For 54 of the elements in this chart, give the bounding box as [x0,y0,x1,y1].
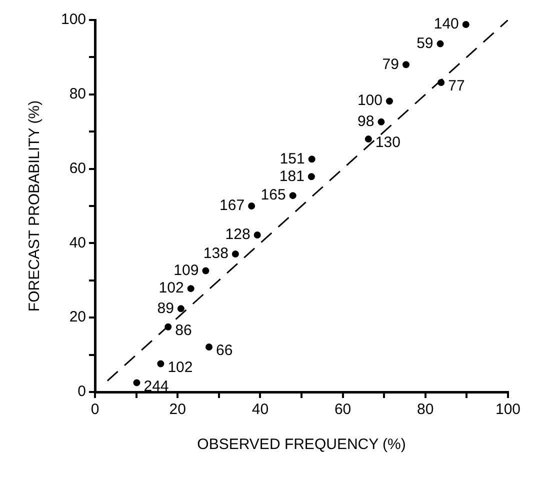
point [206,343,213,350]
point [364,136,372,143]
annotation: 181 [279,168,304,185]
y-tick-label: 100 [60,11,86,28]
annotation: 151 [280,150,305,168]
point [386,98,393,105]
point [462,20,470,28]
x-tick-label: 20 [169,401,186,418]
point [232,250,239,258]
annotation: 100 [357,92,382,110]
y-tick-label: 80 [69,86,86,103]
point [202,267,210,274]
point [254,232,261,239]
x-axis-title: OBSERVED FREQUENCY (%) [197,436,406,454]
annotation: 66 [216,342,233,360]
x-tick-label: 80 [417,401,434,418]
y-tick-label: 40 [69,234,86,252]
x-tick-label: 0 [90,401,100,418]
x-tick-label: 100 [495,401,521,418]
annotation: 167 [220,197,245,214]
annotation: 79 [382,56,399,73]
annotation: 244 [144,378,169,395]
y-axis-title: FORECAST PROBABILITY (%) [26,100,44,312]
annotation: 59 [416,34,434,52]
annotation: 89 [157,300,174,317]
y-tick-label: 60 [69,160,86,177]
y-tick-label: 20 [69,308,86,326]
point [378,118,385,126]
point [177,305,184,312]
point [157,360,164,368]
x-tick-label: 40 [252,401,269,418]
point [164,323,172,330]
annotation: 128 [225,226,250,244]
x-tick-label: 60 [334,401,352,418]
annotation: 98 [358,113,374,130]
point [308,173,315,180]
annotation: 109 [174,262,199,279]
point [248,202,256,210]
point [289,192,296,200]
annotation: 102 [168,358,193,376]
point [133,379,140,386]
y-tick-label: 0 [78,383,86,400]
point [187,285,194,292]
annotation: 165 [260,186,286,204]
point [436,40,444,48]
annotation: 130 [375,134,400,152]
annotation: 138 [203,245,228,262]
point [438,78,445,86]
point [402,61,410,68]
annotation: 102 [158,280,184,297]
annotation: 140 [434,16,459,33]
point [308,156,316,163]
annotation: 86 [175,322,192,340]
annotation: 77 [448,78,465,95]
